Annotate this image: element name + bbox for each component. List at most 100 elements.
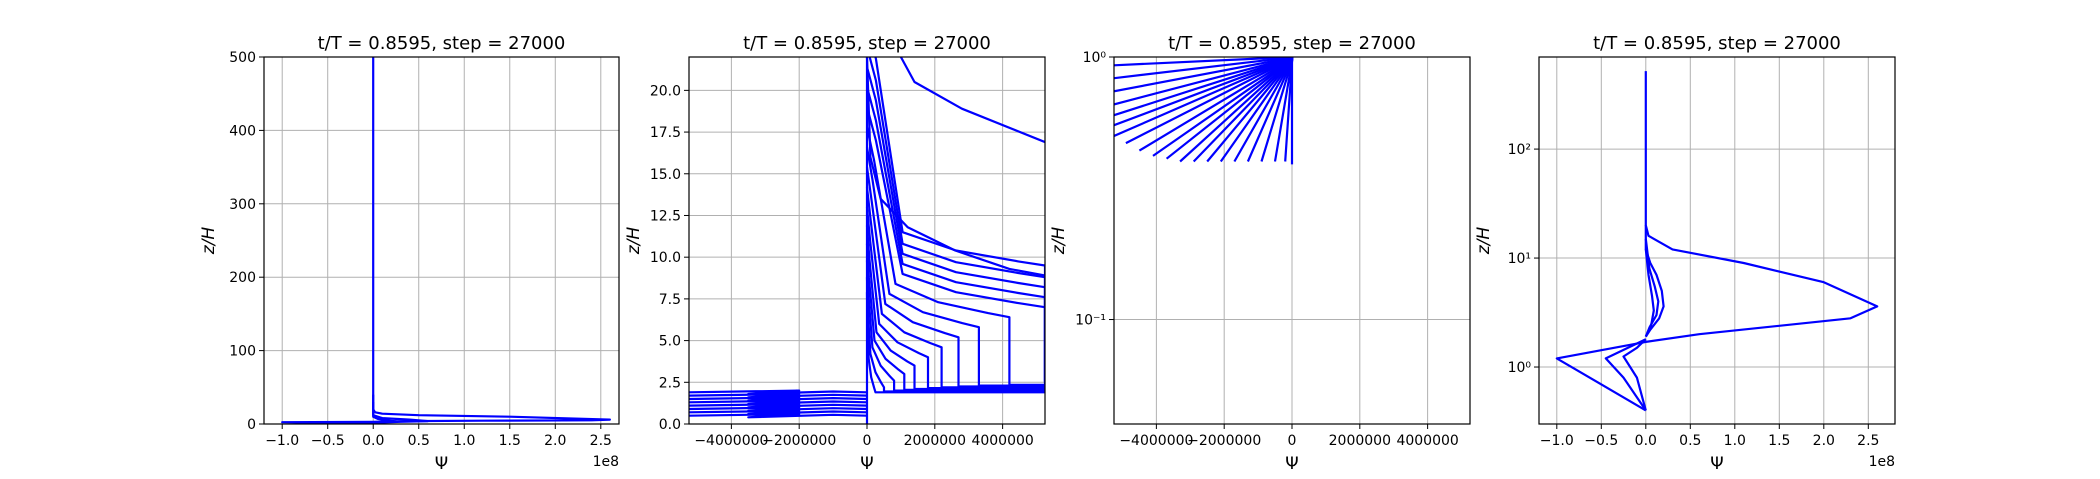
x-axis-label: Ψ [435,454,448,474]
y-tick-label: 10⁰ [1508,360,1532,376]
series-line-left-row-6 [689,396,868,402]
y-tick-label: 2.5 [659,375,681,391]
y-axis-label: z/H [624,227,644,256]
y-tick-label: 20.0 [650,83,681,99]
series-line-5 [1604,338,1647,412]
series-line-right-1 [865,292,1045,394]
y-tick-label: 0 [247,417,256,433]
y-tick-label: 5.0 [659,334,681,350]
y-tick-label: 200 [229,270,256,286]
series-line-left-row-1 [689,412,868,419]
chart-title: t/T = 0.8595, step = 27000 [1593,33,1841,54]
series-line-1 [281,57,612,424]
subplot-3: −4000000−2000000 0 2000000 4000000 10⁻¹ 10⁰ t/… [1049,33,1471,474]
series-line-fan-1 [1114,57,1293,67]
x-tick-label: 1.5 [1768,433,1790,449]
series-line-right-7 [865,186,1045,389]
y-axis-label: z/H [199,227,219,256]
x-axis-label: Ψ [1710,454,1723,474]
x-tick-label: −2000000 [1187,433,1261,449]
y-tick-label: 300 [229,197,256,213]
x-tick-label: 0.5 [408,433,430,449]
x-tick-label: 0.0 [1635,433,1657,449]
x-tick-label: 2.5 [590,433,612,449]
plot-area [1114,57,1294,165]
y-axis-label: z/H [1474,227,1494,256]
y-tick-label: 500 [229,50,256,66]
series-line-right-2 [865,277,1045,393]
x-tick-label: 2000000 [904,433,966,449]
y-tick-label: 10¹ [1508,251,1531,267]
x-tick-label: 1.0 [453,433,475,449]
series-line-2 [865,57,1045,277]
chart-title: t/T = 0.8595, step = 27000 [743,33,991,54]
series-line-right-12 [865,86,1045,384]
subplot-4: −1.0 −0.5 0.0 0.5 1.0 1.5 2.0 2.5 10⁰ 10¹ 10² t/T =… [1474,33,1896,474]
y-tick-label: 17.5 [650,125,681,141]
x-tick-label: −1.0 [265,433,299,449]
grid-lines [264,56,619,425]
series-line-1 [1555,71,1879,412]
x-tick-label: 4000000 [971,433,1033,449]
plot-area [689,57,1045,424]
series-line-right-11 [865,106,1045,384]
x-axis-label: Ψ [1285,454,1298,474]
chart-title: t/T = 0.8595, step = 27000 [318,33,566,54]
x-tick-label: 2.0 [1813,433,1835,449]
x-scale-label: 1e8 [1869,454,1895,470]
series-line-left-row-2 [689,409,868,416]
series-line-1 [899,57,1045,144]
plot-area [281,57,612,424]
series-line-right-10 [865,126,1045,386]
y-tick-label: 10⁻¹ [1075,313,1106,329]
y-tick-label: 0.0 [659,417,681,433]
series-line-6 [1622,338,1647,411]
x-tick-label: −1.0 [1540,433,1574,449]
x-tick-label: −2000000 [762,433,836,449]
series-line-right-6 [865,206,1045,390]
y-axis-label: z/H [1049,227,1069,256]
y-tick-label: 10² [1508,142,1531,158]
y-tick-label: 7.5 [659,292,681,308]
y-tick-label: 15.0 [650,167,681,183]
x-tick-label: 2.0 [544,433,566,449]
grid-lines [1539,57,1895,424]
x-scale-label: 1e8 [593,454,619,470]
series-line-4 [1644,249,1655,338]
series-line-right-4 [865,243,1045,391]
x-tick-label: 0.5 [1679,433,1701,449]
subplot-1: −1.0 −0.5 0.0 0.5 1.0 1.5 2.0 2.5 0 100 200 300 400 5… [199,33,620,474]
series-line-right-5 [865,225,1045,391]
x-tick-label: 0 [1288,433,1297,449]
x-tick-label: −4000000 [1119,433,1193,449]
axes-frame [263,56,620,425]
axes-frame [1538,56,1896,425]
y-tick-label: 10.0 [650,250,681,266]
x-tick-label: −0.5 [1584,433,1618,449]
x-tick-label: 1.5 [499,433,521,449]
y-tick-label: 12.5 [650,208,681,224]
x-tick-label: 2.5 [1857,433,1879,449]
x-tick-label: 1.0 [1724,433,1746,449]
series-line-right-9 [865,146,1045,387]
chart-title: t/T = 0.8595, step = 27000 [1168,33,1416,54]
x-tick-label: 2000000 [1329,433,1391,449]
x-axis-label: Ψ [860,454,873,474]
x-tick-label: −0.5 [311,433,345,449]
subplot-2: −4000000−2000000 0 2000000 4000000 0.0 2.5 5.0… [624,33,1046,474]
series-line-left-row-4 [689,402,868,409]
series-line-right-15 [874,57,1045,381]
x-tick-label: 0.0 [362,433,384,449]
series-line-right-13 [865,66,1045,383]
series-line-left-row-8 [689,389,868,396]
series-line-3 [372,402,398,424]
series-line-right-8 [865,166,1045,388]
y-tick-label: 100 [229,344,256,360]
series-line-left-row-3 [689,406,868,412]
series-line-right-14 [868,57,1045,382]
x-tick-label: −4000000 [694,433,768,449]
series-line-right-3 [865,260,1045,392]
series-line-left-row-5 [689,399,868,406]
